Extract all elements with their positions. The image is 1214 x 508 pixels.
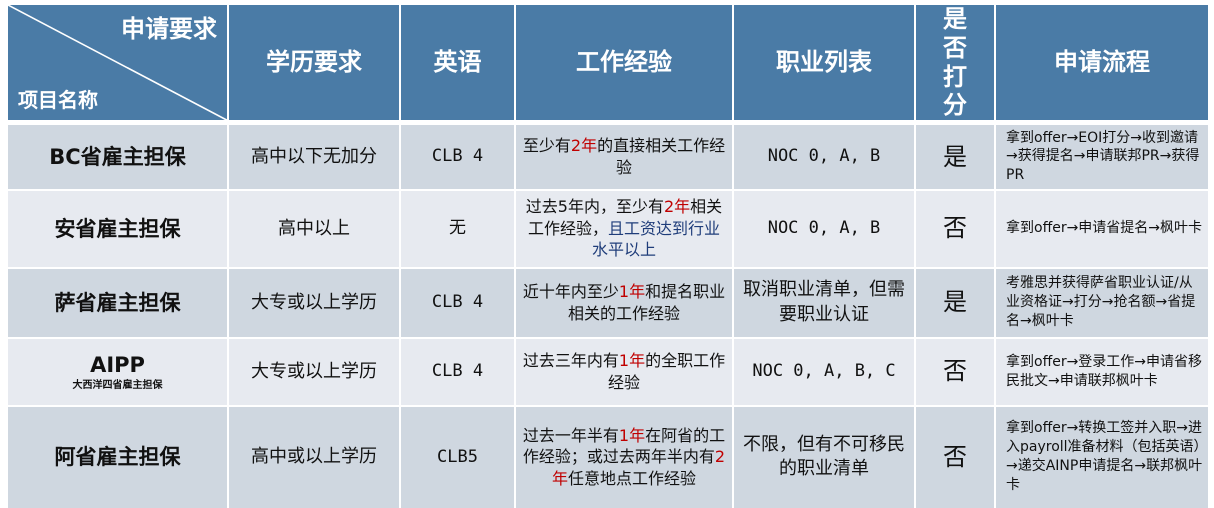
work-experience-cell: 过去三年内有1年的全职工作经验 — [514, 336, 733, 406]
english-cell: CLB 4 — [399, 336, 515, 406]
header-scored: 是否打分 — [914, 5, 995, 123]
work-experience-cell: 过去5年内，至少有2年相关工作经验，且工资达到行业水平以上 — [514, 188, 733, 268]
process-cell: 拿到offer→转换工签并入职→进入payroll准备材料（包括英语）→递交AI… — [994, 404, 1208, 508]
diagonal-divider — [8, 5, 227, 121]
work-text-segment: 过去5年内，至少有 — [525, 197, 664, 217]
work-text-segment: 的全职工作经验 — [607, 351, 726, 392]
occupation-cell: NOC 0, A, B, C — [732, 336, 915, 406]
table-row: BC省雇主担保 高中以下无加分 CLB 4 至少有2年的直接相关工作经验 NOC 0, … — [8, 120, 1208, 190]
occupation-cell: NOC 0, A, B — [732, 188, 915, 268]
education-cell: 高中以下无加分 — [227, 120, 400, 190]
work-text-segment: 且工资达到行业水平以上 — [591, 218, 721, 260]
occupation-cell: 取消职业清单，但需要职业认证 — [732, 266, 915, 338]
program-name-text: AIPP — [90, 352, 145, 377]
english-cell: CLB 4 — [399, 266, 515, 338]
header-education: 学历要求 — [227, 5, 400, 123]
scored-cell: 否 — [914, 404, 995, 508]
header-work-experience: 工作经验 — [514, 5, 733, 123]
corner-bottom-label: 项目名称 — [18, 88, 98, 113]
table-row: 阿省雇主担保 高中或以上学历 CLB5 过去一年半有1年在阿省的工作经验；或过去两年半… — [8, 404, 1208, 508]
work-text-segment: 至少有 — [522, 136, 571, 156]
program-name: 安省雇主担保 — [8, 188, 228, 268]
program-name-text: 阿省雇主担保 — [54, 445, 181, 470]
program-name: 阿省雇主担保 — [8, 404, 228, 508]
scored-cell: 否 — [914, 336, 995, 406]
english-cell: 无 — [399, 188, 515, 268]
work-text-segment: 任意地点工作经验 — [568, 468, 697, 488]
work-text-segment: 过去一年半有 — [522, 425, 619, 445]
english-cell: CLB 4 — [399, 120, 515, 190]
work-text-segment: 近十年内至少 — [522, 282, 619, 302]
process-cell: 考雅思并获得萨省职业认证/从业资格证→打分→抢名额→省提名→枫叶卡 — [994, 266, 1208, 338]
corner-top-label: 申请要求 — [121, 15, 217, 43]
program-name-text: BC省雇主担保 — [49, 144, 186, 169]
process-cell: 拿到offer→EOI打分→收到邀请→获得提名→申请联邦PR→获得PR — [994, 120, 1208, 190]
program-name: BC省雇主担保 — [8, 120, 228, 190]
work-text-segment: 在阿省的工作经验；或过去两年半内有 — [522, 425, 726, 467]
program-name: AIPP 大西洋四省雇主担保 — [8, 336, 228, 406]
corner-header: 申请要求 项目名称 — [8, 5, 228, 123]
process-cell: 拿到offer→登录工作→申请省移民批文→申请联邦枫叶卡 — [994, 336, 1208, 406]
program-subtitle: 大西洋四省雇主担保 — [72, 380, 163, 392]
program-name-text: 萨省雇主担保 — [54, 290, 181, 315]
work-text-segment: 2年 — [663, 197, 691, 217]
table-row: AIPP 大西洋四省雇主担保 大专或以上学历 CLB 4 过去三年内有1年的全职工作经验… — [8, 336, 1208, 406]
work-text-segment: 2年 — [551, 447, 726, 488]
scored-cell: 是 — [914, 266, 995, 338]
work-text-segment: 1年 — [618, 282, 646, 302]
occupation-cell: NOC 0, A, B — [732, 120, 915, 190]
table-row: 萨省雇主担保 大专或以上学历 CLB 4 近十年内至少1年和提名职业相关的工作经验 取消… — [8, 266, 1208, 338]
work-text-segment: 1年 — [618, 425, 646, 445]
education-cell: 高中或以上学历 — [227, 404, 400, 508]
work-text-segment: 的直接相关工作经验 — [597, 136, 726, 177]
process-cell: 拿到offer→申请省提名→枫叶卡 — [994, 188, 1208, 268]
work-text-segment: 相关工作经验， — [527, 197, 723, 238]
scored-cell: 是 — [914, 120, 995, 190]
work-experience-cell: 近十年内至少1年和提名职业相关的工作经验 — [514, 266, 733, 338]
header-process: 申请流程 — [994, 5, 1208, 123]
education-cell: 高中以上 — [227, 188, 400, 268]
work-experience-cell: 至少有2年的直接相关工作经验 — [514, 120, 733, 190]
program-name: 萨省雇主担保 — [8, 266, 228, 338]
table-row: 安省雇主担保 高中以上无过去5年内，至少有2年相关工作经验，且工资达到行业水平以上… — [8, 188, 1208, 268]
header-occupation-list: 职业列表 — [732, 5, 915, 123]
immigration-comparison-table: 申请要求 项目名称 学历要求 英语 工作经验 职业列表 是否打分 申请流程 BC省雇主担保… — [8, 5, 1208, 508]
occupation-cell: 不限，但有不可移民的职业清单 — [732, 404, 915, 508]
work-text-segment: 过去三年内有 — [522, 351, 619, 371]
education-cell: 大专或以上学历 — [227, 336, 400, 406]
work-text-segment: 1年 — [618, 351, 646, 371]
scored-cell: 否 — [914, 188, 995, 268]
english-cell: CLB5 — [399, 404, 515, 508]
program-name-text: 安省雇主担保 — [54, 216, 181, 241]
header-english: 英语 — [399, 5, 515, 123]
education-cell: 大专或以上学历 — [227, 266, 400, 338]
work-text-segment: 和提名职业相关的工作经验 — [567, 282, 726, 323]
work-experience-cell: 过去一年半有1年在阿省的工作经验；或过去两年半内有2年任意地点工作经验 — [514, 404, 733, 508]
work-text-segment: 2年 — [570, 136, 598, 156]
